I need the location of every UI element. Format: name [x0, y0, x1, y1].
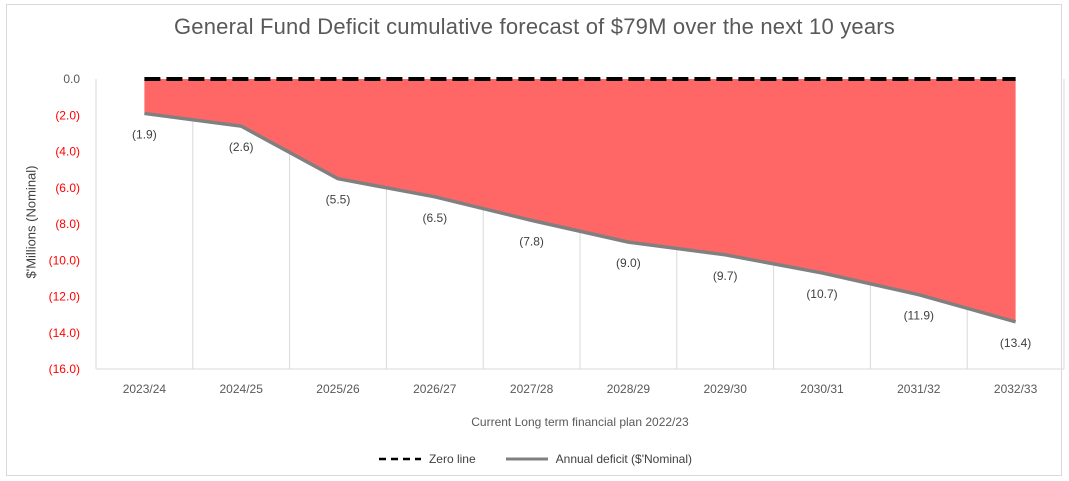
data-label: (6.5)	[422, 211, 447, 225]
x-tick-label: 2023/24	[123, 382, 167, 396]
legend-label-annual-deficit: Annual deficit ($'Nominal)	[555, 452, 693, 466]
chart-title: General Fund Deficit cumulative forecast…	[174, 14, 895, 39]
dashed-line-swatch	[378, 457, 421, 461]
data-label: (13.4)	[1000, 336, 1031, 350]
y-tick-label: (12.0)	[49, 290, 80, 304]
data-label: (5.5)	[326, 193, 351, 207]
x-tick-label: 2029/30	[704, 382, 748, 396]
data-label: (2.6)	[229, 140, 254, 154]
data-label: (9.0)	[616, 256, 641, 270]
x-axis-label: Current Long term financial plan 2022/23	[471, 415, 689, 429]
legend: Zero line Annual deficit ($'Nominal)	[0, 452, 1069, 466]
x-tick-label: 2028/29	[607, 382, 651, 396]
x-tick-label: 2031/32	[897, 382, 941, 396]
y-tick-label: (4.0)	[55, 145, 80, 159]
deficit-area-fill	[144, 79, 1016, 322]
y-tick-label: 0.0	[63, 72, 80, 86]
y-tick-label: (16.0)	[49, 362, 80, 376]
data-label: (10.7)	[806, 287, 837, 301]
x-tick-label: 2026/27	[413, 382, 457, 396]
solid-line-swatch	[505, 457, 548, 461]
data-label: (1.9)	[132, 127, 157, 141]
data-label: (11.9)	[904, 309, 934, 323]
data-label: (9.7)	[713, 269, 738, 283]
data-label: (7.8)	[519, 234, 544, 248]
x-tick-label: 2024/25	[220, 382, 264, 396]
y-tick-label: (14.0)	[49, 326, 80, 340]
x-tick-label: 2025/26	[316, 382, 360, 396]
legend-item-zero-line: Zero line	[377, 452, 476, 466]
legend-item-annual-deficit: Annual deficit ($'Nominal)	[504, 452, 692, 466]
annual-deficit-line	[144, 111, 1017, 324]
y-tick-label: (6.0)	[55, 181, 80, 195]
y-tick-label: (8.0)	[55, 217, 80, 231]
y-tick-label: (2.0)	[55, 108, 80, 122]
x-tick-label: 2032/33	[994, 382, 1038, 396]
x-tick-label: 2030/31	[800, 382, 844, 396]
y-tick-label: (10.0)	[49, 253, 80, 267]
legend-label-zero-line: Zero line	[428, 452, 476, 466]
x-tick-label: 2027/28	[510, 382, 554, 396]
